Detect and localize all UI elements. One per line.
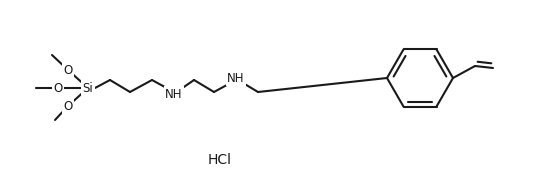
- Text: NH: NH: [165, 87, 183, 101]
- Text: O: O: [64, 64, 73, 77]
- Text: Si: Si: [83, 82, 93, 95]
- Text: O: O: [64, 99, 73, 112]
- Text: O: O: [53, 82, 62, 95]
- Text: HCl: HCl: [208, 153, 232, 167]
- Text: NH: NH: [228, 71, 245, 84]
